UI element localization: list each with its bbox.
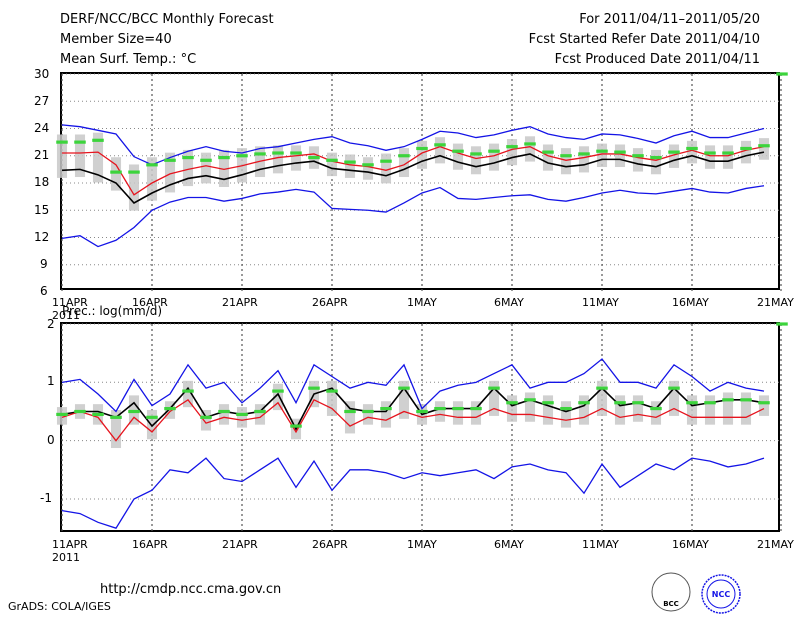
bottom-xaxis-label-6: 11MAY [582, 538, 619, 551]
top-yaxis-label-27: 27 [34, 94, 49, 108]
bottom-xaxis-label-2: 21APR [222, 538, 258, 551]
top-yaxis-label-15: 15 [34, 203, 49, 217]
top-yaxis-label-21: 21 [34, 148, 49, 162]
bottom-chart-svg [62, 324, 782, 534]
bottom-yaxis-label-2: 2 [47, 317, 55, 331]
bottom-xaxis-label-7: 16MAY [672, 538, 709, 551]
footer-grads-credit: GrADS: COLA/IGES [8, 600, 111, 613]
footer-url[interactable]: http://cmdp.ncc.cma.gov.cn [100, 582, 281, 597]
bottom-xaxis-label-5: 6MAY [494, 538, 524, 551]
bottom-xaxis-label-4: 1MAY [407, 538, 437, 551]
mean-surf-temp-label: Mean Surf. Temp.: °C [60, 52, 196, 67]
bottom-chart-vgrid [62, 324, 781, 534]
top-yaxis-label-9: 9 [40, 257, 48, 271]
top-yaxis-label-30: 30 [34, 67, 49, 81]
top-chart-svg [62, 74, 782, 292]
bottom-chart-title: Prec.: log(mm/d) [62, 304, 162, 318]
for-date-label: For 2011/04/11–2011/05/20 [420, 12, 760, 27]
bottom-xaxis-label-8: 21MAY [757, 538, 794, 551]
bottom-chart-lines [62, 359, 764, 528]
bottom-chart-panel: 2 1 0 -1 11APR 16APR 21APR 26APR 1MAY 6M… [60, 322, 780, 532]
member-size-label: Member Size=40 [60, 32, 172, 47]
bottom-yaxis-label-1: 1 [47, 374, 55, 388]
bottom-xaxis-label-1: 16APR [132, 538, 168, 551]
top-xaxis-label-4: 1MAY [407, 296, 437, 309]
bottom-xaxis-label-3: 26APR [312, 538, 348, 551]
bottom-xaxis-label-0: 11APR [52, 538, 88, 551]
top-xaxis-label-8: 21MAY [757, 296, 794, 309]
bottom-xaxis-year-label: 2011 [52, 551, 80, 564]
bottom-yaxis-label-neg1: -1 [40, 491, 52, 505]
top-xaxis-label-7: 16MAY [672, 296, 709, 309]
top-yaxis-label-18: 18 [34, 175, 49, 189]
top-xaxis-label-6: 11MAY [582, 296, 619, 309]
top-chart-panel: 30 27 24 21 18 15 12 9 6 11APR 16APR 21A… [60, 72, 780, 290]
top-chart-lines [62, 125, 764, 247]
top-xaxis-label-3: 26APR [312, 296, 348, 309]
chart-title: DERF/NCC/BCC Monthly Forecast [60, 12, 274, 27]
fcst-produced-label: Fcst Produced Date 2011/04/11 [420, 52, 760, 67]
fcst-started-label: Fcst Started Refer Date 2011/04/10 [420, 32, 760, 47]
svg-text:NCC: NCC [712, 590, 731, 599]
svg-text:BCC: BCC [663, 600, 679, 608]
top-yaxis-label-12: 12 [34, 230, 49, 244]
bcc-logo-icon: BCC [648, 572, 694, 618]
top-chart-gray-boxes [57, 133, 769, 211]
top-xaxis-label-5: 6MAY [494, 296, 524, 309]
top-yaxis-label-24: 24 [34, 121, 49, 135]
top-yaxis-label-6: 6 [40, 284, 48, 298]
bottom-yaxis-label-0: 0 [47, 433, 55, 447]
top-xaxis-label-2: 21APR [222, 296, 258, 309]
ncc-logo-icon: NCC [698, 572, 744, 618]
